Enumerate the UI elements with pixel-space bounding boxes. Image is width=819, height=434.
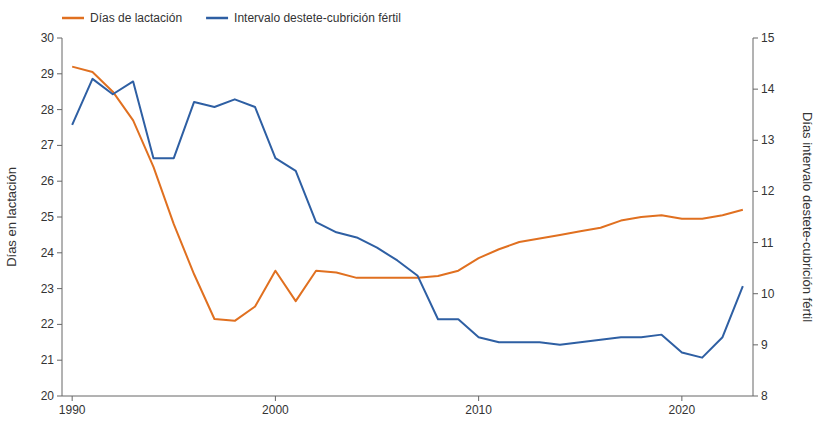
y-tick-label: 29 (41, 67, 55, 81)
y2-tick-label: 12 (761, 184, 775, 198)
y-tick (57, 145, 62, 146)
x-tick-label: 2010 (465, 403, 492, 417)
y2-tick (753, 344, 758, 345)
y-tick (57, 324, 62, 325)
y2-tick (753, 191, 758, 192)
y-tick-label: 26 (41, 174, 55, 188)
y2-tick-label: 13 (761, 133, 775, 147)
y-tick-label: 28 (41, 103, 55, 117)
y-tick-label: 21 (41, 353, 55, 367)
y2-tick (753, 293, 758, 294)
y-tick-label: 22 (41, 317, 55, 331)
y2-tick (753, 38, 758, 39)
y-tick-label: 30 (41, 31, 55, 45)
legend: Días de lactación Intervalo destete-cubri… (62, 11, 401, 25)
legend-label: Intervalo destete-cubrición fértil (234, 11, 401, 25)
y-tick (57, 73, 62, 74)
y-tick (57, 360, 62, 361)
y-tick-label: 24 (41, 246, 55, 260)
y-axis-title: Días en lactación (4, 167, 19, 267)
y2-tick (753, 396, 758, 397)
x-tick-label: 2020 (669, 403, 696, 417)
series-line (72, 79, 743, 358)
legend-item: Intervalo destete-cubrición fértil (206, 11, 401, 25)
y2-tick-label: 10 (761, 287, 775, 301)
legend-swatch (62, 17, 84, 20)
y-tick (57, 396, 62, 397)
y2-tick-label: 8 (761, 389, 768, 403)
x-axis-line (62, 396, 753, 397)
y2-tick-label: 9 (761, 338, 768, 352)
legend-swatch (206, 17, 228, 20)
y-tick-label: 27 (41, 138, 55, 152)
x-tick (72, 396, 73, 401)
x-tick-label: 1990 (59, 403, 86, 417)
y-tick (57, 181, 62, 182)
page: {"chart_data": {"type": "line", "x": [19… (0, 0, 819, 434)
y-tick-label: 23 (41, 282, 55, 296)
y2-axis-title: Días intervalo destete-cubrición fértil (800, 112, 815, 322)
y-tick (57, 109, 62, 110)
y-tick-label: 20 (41, 389, 55, 403)
axes: 1990200020102020202122232425262728293089… (4, 31, 815, 417)
series-group (72, 67, 743, 358)
x-tick (478, 396, 479, 401)
x-tick (681, 396, 682, 401)
series-line (72, 67, 743, 321)
legend-label: Días de lactación (90, 11, 182, 25)
y-tick (57, 217, 62, 218)
y2-tick (753, 140, 758, 141)
y-tick-label: 25 (41, 210, 55, 224)
y2-tick-label: 15 (761, 31, 775, 45)
legend-item: Días de lactación (62, 11, 182, 25)
y2-tick-label: 11 (761, 236, 774, 250)
y-tick (57, 38, 62, 39)
chart: 1990200020102020202122232425262728293089… (0, 0, 819, 434)
y2-tick (753, 242, 758, 243)
y2-tick (753, 89, 758, 90)
x-tick (275, 396, 276, 401)
y-tick (57, 252, 62, 253)
y2-tick-label: 14 (761, 82, 775, 96)
x-tick-label: 2000 (262, 403, 289, 417)
y-tick (57, 288, 62, 289)
y2-axis-line (753, 38, 754, 396)
